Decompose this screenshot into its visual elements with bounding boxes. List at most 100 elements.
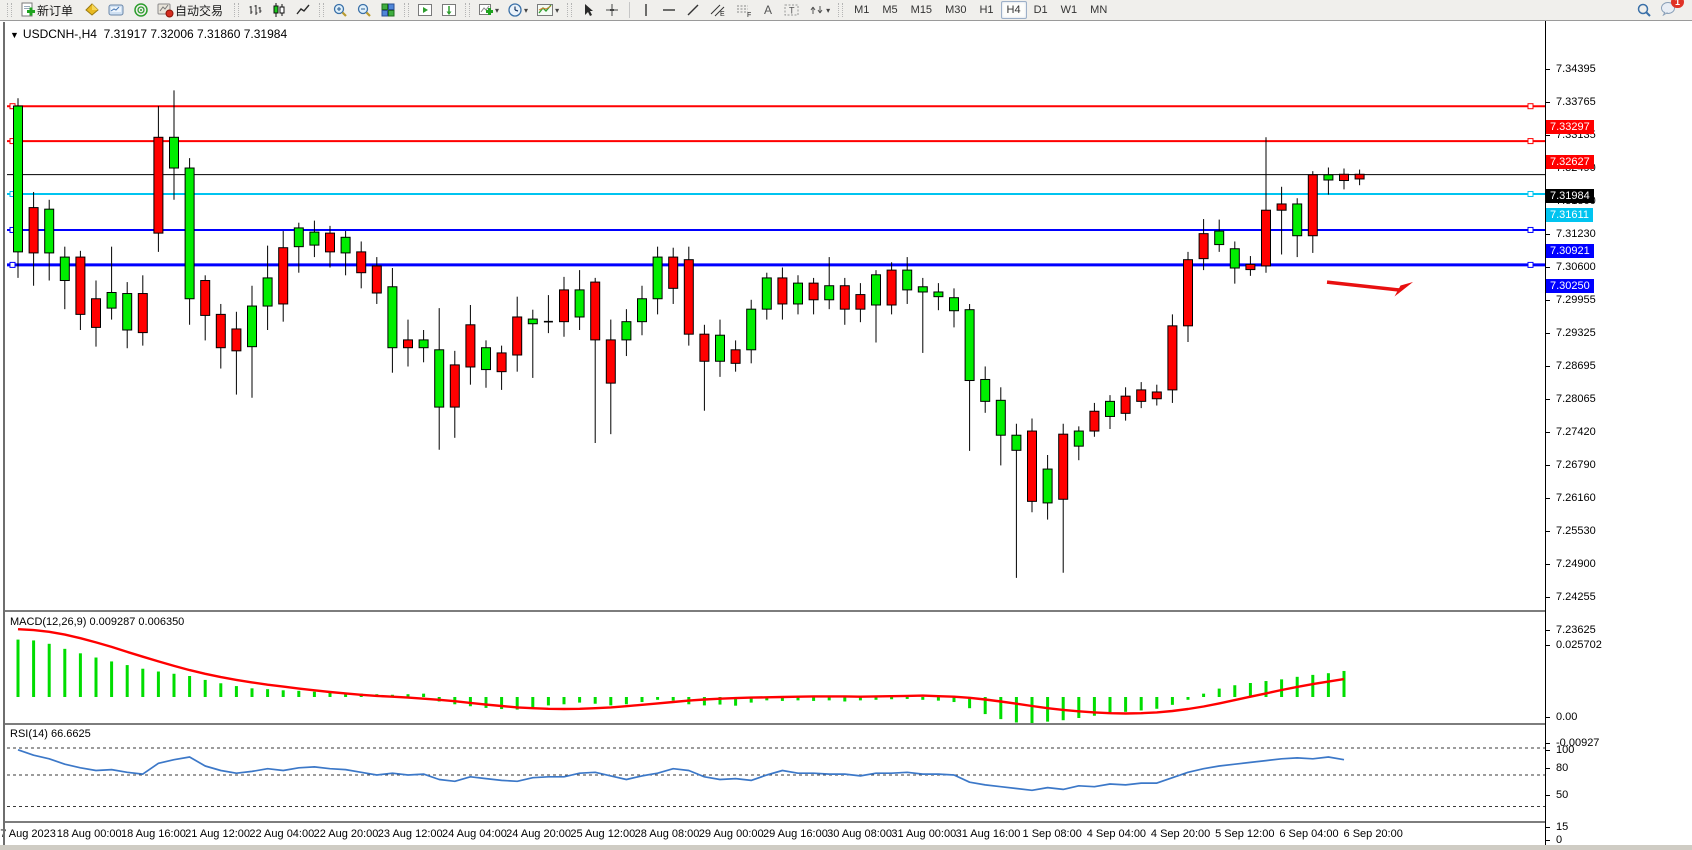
toolbar-grip[interactable] [7,3,12,17]
auto-trading-label: 自动交易 [175,3,224,18]
macd-canvas[interactable] [7,613,1545,723]
trendline-icon [687,4,699,16]
text-label-tool-button[interactable]: T [780,1,804,20]
indicators-button[interactable]: ▾ [475,1,502,20]
hline-anchor[interactable] [1527,261,1534,268]
toolbar-grip[interactable] [404,3,410,17]
candlestick-mode-button[interactable] [268,1,290,20]
tile-windows-button[interactable] [377,1,399,20]
timeframe-D1[interactable]: D1 [1033,4,1048,16]
crosshair-icon [606,4,619,16]
text-tool-button[interactable]: A [758,1,778,20]
time-label: 31 Aug 16:00 [955,828,1021,840]
toolbar-grip[interactable] [234,3,240,17]
new-order-button[interactable]: 新订单 [17,1,79,20]
collapse-triangle-icon[interactable]: ▼ [10,30,19,40]
auto-scroll-button[interactable] [438,1,460,20]
panel-separator[interactable] [5,610,1692,612]
main-toolbar: 新订单 自动交易 ▾ ▾ [0,0,1692,21]
fibonacci-tool-button[interactable]: F [732,1,756,20]
timeframe-M5[interactable]: M5 [882,4,898,16]
zoom-out-button[interactable] [353,1,375,20]
time-label: 30 Aug 08:00 [827,828,893,840]
toolbar-separator [629,2,631,18]
hline-anchor[interactable] [1527,226,1534,233]
arrows-tool-button[interactable]: ▾ [806,1,833,20]
rsi-canvas[interactable] [7,726,1545,821]
rsi-axis-tick: 100 [1544,744,1575,756]
time-label: 22 Aug 20:00 [313,828,379,840]
price-line-label: 7.32627 [1546,155,1594,170]
auto-trading-icon [157,3,174,18]
notifications-button[interactable]: 1 [1660,0,1684,21]
time-label: 6 Sep 04:00 [1279,828,1339,840]
rsi-axis-tick: 50 [1544,789,1569,801]
chart-shift-button[interactable] [414,1,436,20]
status-strip [0,845,1692,850]
rsi-axis-tick: 80 [1544,762,1569,774]
price-tick: 7.28695 [1545,359,1596,372]
styler-button[interactable] [81,1,103,20]
templates-button[interactable]: ▾ [533,1,562,20]
strategy-tester-button[interactable] [130,1,152,20]
toolbar-grip[interactable] [838,3,844,17]
new-order-icon [21,2,35,17]
price-tick: 7.29955 [1545,294,1596,307]
time-axis[interactable]: 17 Aug 2023 18 Aug 00:00 18 Aug 16:00 21 Au… [0,822,1540,844]
cursor-button[interactable] [577,1,599,20]
price-tick: 7.26160 [1545,491,1596,504]
timeframe-H4[interactable]: H4 [1000,1,1027,19]
timeframe-M1[interactable]: M1 [854,4,870,16]
cursor-arrow-icon [585,4,594,16]
bar-chart-mode-button[interactable] [244,1,266,20]
hline-anchor[interactable] [1527,138,1534,145]
macd-axis-tick: 0.025702 [1545,639,1602,652]
search-icon[interactable] [1636,2,1652,18]
toolbar-grip[interactable] [319,3,325,17]
time-label: 17 Aug 2023 [0,828,56,840]
vertical-line-tool-button[interactable] [636,1,656,20]
line-chart-icon [296,4,310,15]
line-chart-mode-button[interactable] [292,1,314,20]
hline-anchor[interactable] [1527,191,1534,198]
timeframe-H1[interactable]: H1 [979,4,994,16]
channel-tool-button[interactable]: E [706,1,730,20]
rsi-axis-tick: 15 [1544,820,1569,833]
panel-separator[interactable] [5,723,1692,725]
hline-anchor[interactable] [1527,103,1534,110]
price-tick: 7.28065 [1545,392,1596,405]
auto-scroll-icon [442,4,457,16]
trend-arrow-annotation[interactable] [1326,280,1413,297]
timeframe-M15[interactable]: M15 [910,4,933,16]
arrows-caret-icon: ▾ [826,5,831,15]
price-line-label: 7.30250 [1546,278,1594,293]
svg-text:A: A [764,3,772,17]
templates-caret-icon: ▾ [555,5,560,15]
timeframe-MN[interactable]: MN [1090,4,1108,16]
periods-clock-icon [508,3,522,17]
trendline-tool-button[interactable] [682,1,704,20]
zoom-in-button[interactable] [329,1,351,20]
chart-window-button[interactable] [105,1,128,20]
toolbar-grip[interactable] [465,3,471,17]
price-line-label: 7.30921 [1546,243,1594,258]
timeframe-M30[interactable]: M30 [945,4,967,16]
macd-axis-tick: -0.00927 [1544,736,1600,749]
timeframe-W1[interactable]: W1 [1060,4,1078,16]
time-label: 23 Aug 12:00 [377,828,443,840]
price-chart-canvas[interactable] [7,25,1545,611]
time-label: 5 Sep 12:00 [1215,828,1275,840]
rsi-label: RSI(14) 66.6625 [10,728,91,740]
crosshair-button[interactable] [601,1,623,20]
periods-button[interactable]: ▾ [504,1,531,20]
time-label: 18 Aug 00:00 [56,828,122,840]
hline-anchor[interactable] [9,261,16,268]
toolbar-grip[interactable] [567,3,573,17]
price-tick: 7.26790 [1545,459,1596,472]
horizontal-line-tool-button[interactable] [658,1,680,20]
time-label: 24 Aug 20:00 [506,828,572,840]
price-tick: 7.31230 [1545,227,1596,240]
macd-axis-tick: 0.00 [1544,711,1578,723]
auto-trading-button[interactable]: 自动交易 [154,1,229,20]
price-axis[interactable]: 7.343957.337657.331357.324907.318607.312… [1544,21,1692,846]
